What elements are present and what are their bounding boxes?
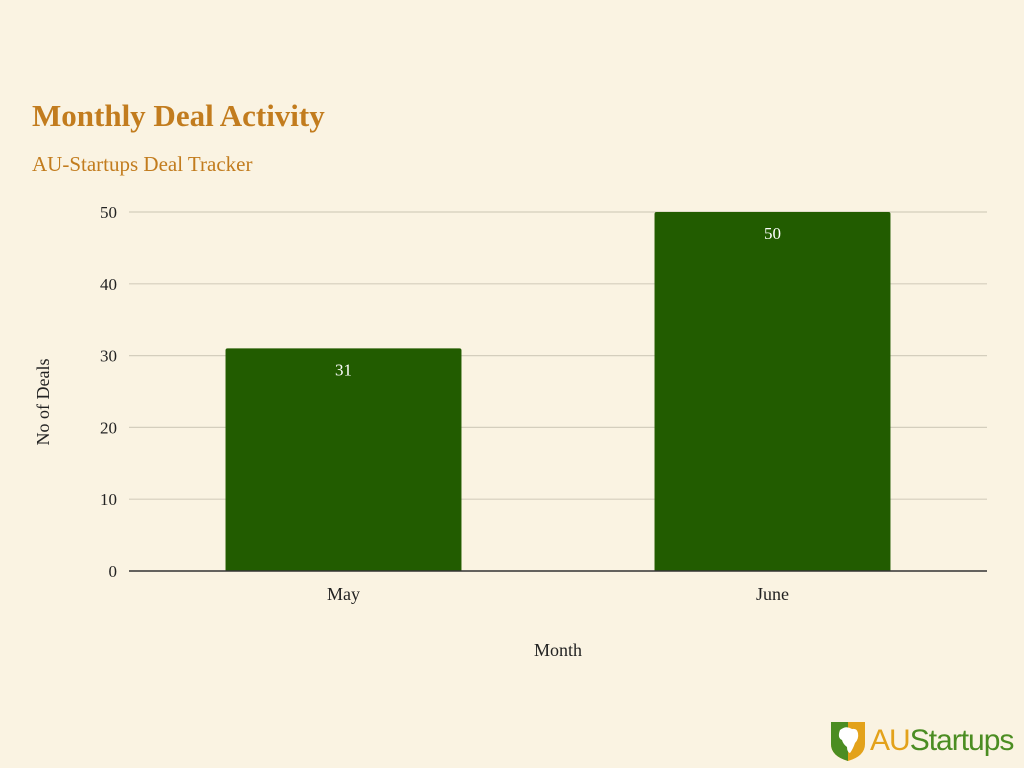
logo-wordmark: AUStartups xyxy=(870,721,1015,761)
bar-value-labels: 31 50 xyxy=(335,224,781,379)
chart-subtitle: AU-Startups Deal Tracker xyxy=(32,152,253,176)
x-axis-ticks: May June xyxy=(327,584,789,604)
x-tick-label: May xyxy=(327,584,360,604)
bar-value-label: 50 xyxy=(764,224,781,243)
africa-shield-icon xyxy=(831,722,865,761)
y-axis-title: No of Deals xyxy=(33,359,53,446)
chart-title: Monthly Deal Activity xyxy=(32,98,325,133)
y-tick-label: 40 xyxy=(100,275,117,294)
bars xyxy=(225,212,891,571)
x-axis-title: Month xyxy=(534,640,582,660)
bar xyxy=(654,212,891,571)
y-tick-label: 30 xyxy=(100,347,117,366)
austartups-logo: AUStartups xyxy=(828,718,1014,764)
bar xyxy=(225,348,462,571)
y-tick-label: 0 xyxy=(109,562,118,581)
x-tick-label: June xyxy=(756,584,789,604)
y-tick-label: 50 xyxy=(100,203,117,222)
y-tick-label: 10 xyxy=(100,490,117,509)
logo-wordmark-prefix: AU xyxy=(870,724,911,757)
y-tick-label: 20 xyxy=(100,418,117,437)
logo-wordmark-suffix: Startups xyxy=(909,724,1015,757)
y-axis-ticks: 0 10 20 30 40 50 xyxy=(100,203,117,581)
bar-value-label: 31 xyxy=(335,360,352,379)
